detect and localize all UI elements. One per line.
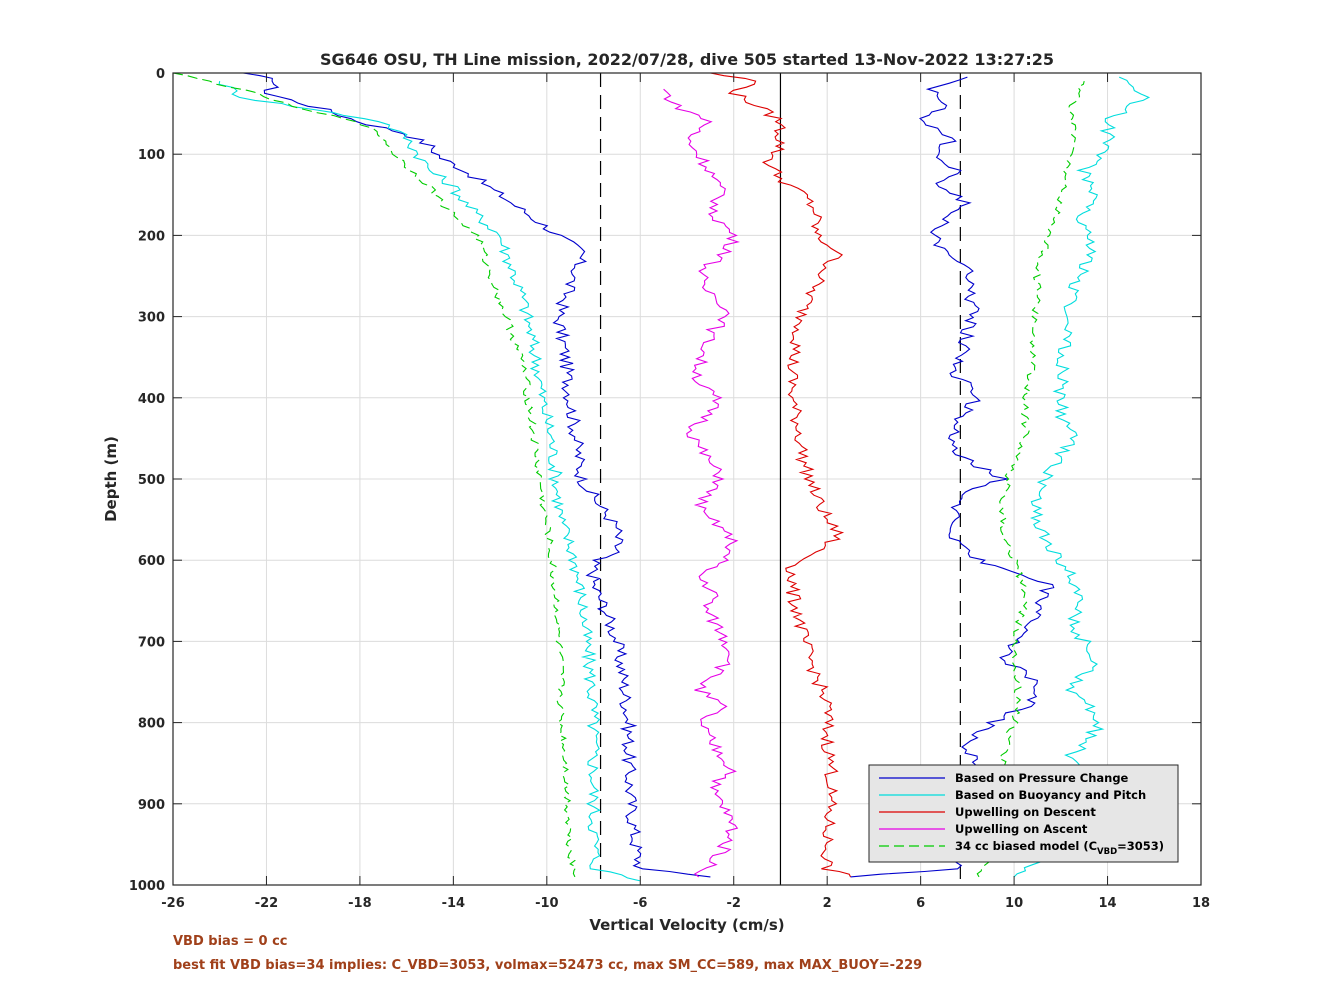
y-axis-label: Depth (m): [102, 436, 120, 522]
best-fit-note: best fit VBD bias=34 implies: C_VBD=3053…: [173, 958, 923, 973]
y-tick-label: 200: [138, 229, 165, 244]
legend-entry: Upwelling on Ascent: [955, 822, 1088, 836]
x-tick-label: -14: [442, 896, 466, 911]
reference-lines: [599, 73, 961, 885]
chart-title: SG646 OSU, TH Line mission, 2022/07/28, …: [320, 50, 1054, 69]
y-tick-label: 500: [138, 473, 165, 488]
x-tick-label: -2: [727, 896, 741, 911]
series-34-cc-biased-model-c-vbd-3053-descent: [172, 72, 577, 878]
series-lines: [172, 72, 1151, 882]
legend: Based on Pressure Change Based on Buoyanc…: [868, 764, 1179, 863]
vbd-bias-note: VBD bias = 0 cc: [173, 934, 288, 949]
x-tick-label: -6: [633, 896, 647, 911]
legend-entry: Based on Pressure Change: [955, 771, 1129, 785]
x-tick-label: -22: [255, 896, 279, 911]
y-tick-label: 400: [138, 392, 165, 407]
y-tick-label: 300: [138, 311, 165, 326]
y-tick-label: 700: [138, 635, 165, 650]
x-tick-label: -18: [348, 896, 372, 911]
y-tick-label: 100: [138, 148, 165, 163]
y-tick-label: 900: [138, 798, 165, 813]
series-upwelling-on-descent-line: [710, 72, 851, 878]
x-tick-label: 14: [1098, 896, 1116, 911]
axis-ticks: -26 -22 -18 -14 -10 -6 -2 2 6 10 14 180100200300400…: [129, 67, 1210, 911]
x-tick-label: -26: [161, 896, 185, 911]
x-tick-label: 18: [1192, 896, 1210, 911]
series-based-on-buoyancy-and-pitch-ascent: [1013, 76, 1151, 878]
x-tick-label: 10: [1005, 896, 1023, 911]
y-tick-label: 600: [138, 554, 165, 569]
legend-entry: Upwelling on Descent: [955, 805, 1096, 819]
series-34-cc-biased-model-c-vbd-3053-ascent: [976, 80, 1085, 878]
x-tick-label: 6: [916, 896, 925, 911]
x-tick-label: -10: [535, 896, 559, 911]
series-based-on-pressure-change-descent: [243, 72, 711, 878]
series-based-on-pressure-change-ascent: [850, 76, 1055, 878]
series-based-on-buoyancy-and-pitch-descent: [218, 81, 641, 882]
y-tick-label: 0: [156, 67, 165, 82]
x-tick-label: 2: [823, 896, 832, 911]
legend-entry: Based on Buoyancy and Pitch: [955, 788, 1146, 802]
y-tick-label: 800: [138, 717, 165, 732]
y-tick-label: 1000: [129, 879, 165, 894]
legend-box: [868, 764, 1179, 863]
x-axis-label: Vertical Velocity (cm/s): [589, 916, 784, 934]
series-upwelling-on-ascent-line: [663, 88, 740, 878]
legend-entry: 34 cc biased model (CVBD=3053): [955, 839, 1164, 857]
